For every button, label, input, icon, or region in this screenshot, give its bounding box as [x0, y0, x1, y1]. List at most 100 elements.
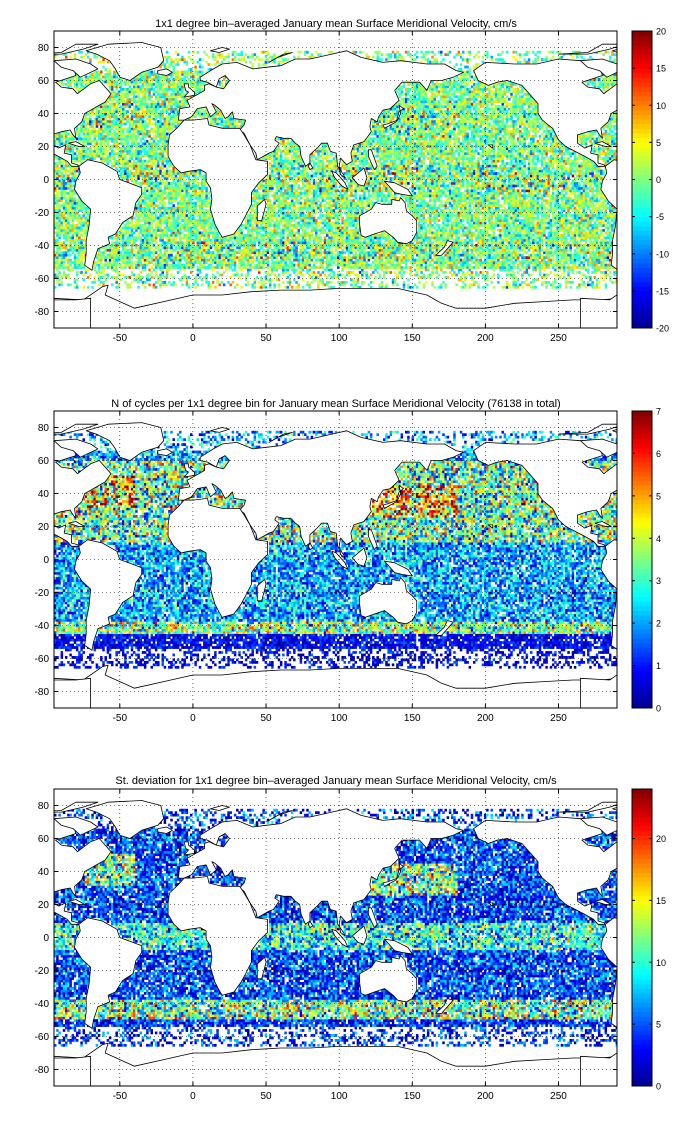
heatmap-cell [249, 251, 252, 255]
heatmap-cell [341, 273, 344, 277]
heatmap-cell [104, 246, 107, 250]
heatmap-cell [584, 231, 588, 235]
heatmap-cell [244, 276, 248, 279]
heatmap-cell [113, 276, 116, 279]
heatmap-cell [361, 248, 364, 252]
heatmap-cell [560, 251, 564, 255]
heatmap-cell [477, 263, 480, 267]
heatmap-cell [446, 276, 450, 279]
heatmap-cell [165, 283, 169, 287]
heatmap-cell [176, 251, 180, 255]
heatmap-cell [82, 231, 86, 235]
heatmap-cell [229, 246, 232, 250]
heatmap-cell [260, 278, 263, 282]
heatmap-cell [466, 216, 469, 220]
heatmap-cell [332, 251, 336, 255]
heatmap-cell [343, 238, 347, 242]
heatmap-cell [505, 285, 509, 289]
heatmap-cell [236, 236, 239, 240]
heatmap-cell [587, 263, 590, 267]
heatmap-cell [549, 258, 553, 262]
heatmap-cell [545, 238, 548, 242]
heatmap-cell [391, 241, 395, 245]
heatmap-cell [262, 236, 265, 240]
heatmap-cell [580, 246, 583, 250]
heatmap-cell [529, 261, 533, 264]
heatmap-cell [391, 238, 395, 242]
heatmap-cell [179, 226, 182, 230]
heatmap-cell [576, 226, 579, 230]
heatmap-cell [192, 283, 195, 287]
heatmap-cell [512, 231, 515, 235]
heatmap-cell [591, 251, 594, 255]
heatmap-cell [464, 246, 467, 250]
heatmap-cell [457, 221, 461, 225]
heatmap-cell [519, 253, 522, 257]
heatmap-cell [448, 248, 452, 252]
heatmap-cell [315, 248, 318, 252]
heatmap-cell [409, 241, 412, 245]
heatmap-cell [488, 251, 491, 255]
heatmap-cell [332, 276, 336, 279]
heatmap-cell [308, 268, 311, 272]
heatmap-cell [78, 221, 81, 225]
heatmap-cell [216, 233, 219, 237]
heatmap-cell [402, 251, 406, 255]
heatmap-cell [273, 248, 276, 252]
heatmap-cell [282, 248, 285, 252]
heatmap-cell [190, 241, 193, 245]
heatmap-cell [486, 261, 489, 264]
heatmap-cell [339, 261, 342, 264]
heatmap-cell [187, 221, 191, 225]
heatmap-cell [185, 236, 189, 240]
heatmap-cell [433, 236, 436, 240]
heatmap-cell [350, 219, 353, 222]
heatmap-cell [95, 261, 99, 264]
heatmap-cell [573, 219, 577, 222]
heatmap-cell [376, 243, 379, 247]
heatmap-cell [282, 253, 285, 257]
heatmap-cell [486, 283, 489, 287]
heatmap-cell [514, 266, 518, 269]
heatmap-cell [413, 268, 417, 272]
heatmap-cell [277, 246, 281, 250]
heatmap-cell [497, 256, 500, 259]
heatmap-cell [146, 241, 149, 245]
heatmap-cell [312, 261, 316, 264]
heatmap-cell [584, 266, 588, 269]
heatmap-cell [415, 236, 419, 240]
heatmap-cell [481, 216, 485, 220]
heatmap-cell [330, 271, 333, 274]
heatmap-cell [538, 263, 542, 267]
heatmap-cell [124, 246, 127, 250]
heatmap-cell [488, 258, 491, 262]
heatmap-cell [383, 276, 386, 279]
heatmap-cell [562, 268, 566, 272]
heatmap-cell [604, 271, 608, 274]
heatmap-cell [258, 268, 261, 272]
heatmap-cell [54, 253, 57, 257]
heatmap-cell [56, 256, 59, 259]
heatmap-cell [325, 251, 329, 255]
heatmap-cell [510, 229, 513, 232]
heatmap-cell [310, 229, 314, 232]
heatmap-cell [220, 248, 224, 252]
heatmap-cell [580, 248, 583, 252]
heatmap-cell [284, 256, 287, 259]
heatmap-cell [179, 251, 182, 255]
heatmap-cell [418, 261, 421, 264]
heatmap-cell [380, 268, 384, 272]
heatmap-cell [229, 283, 232, 287]
heatmap-cell [540, 219, 544, 222]
heatmap-cell [293, 238, 296, 242]
heatmap-cell [536, 258, 540, 262]
heatmap-cell [582, 263, 586, 267]
heatmap-cell [258, 271, 261, 274]
heatmap-cell [486, 263, 489, 267]
heatmap-cell [325, 243, 329, 247]
heatmap-cell [383, 251, 386, 255]
heatmap-cell [536, 226, 540, 230]
heatmap-cell [479, 231, 483, 235]
heatmap-cell [584, 253, 588, 257]
heatmap-cell [523, 221, 526, 225]
